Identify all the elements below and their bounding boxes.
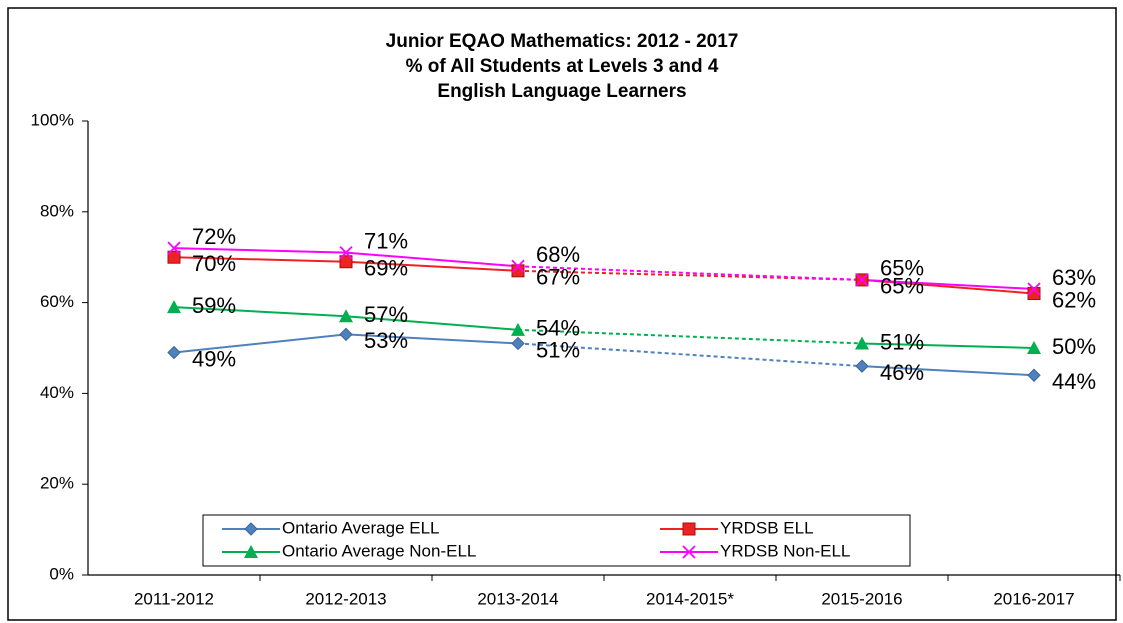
series-line: [861, 365, 1035, 377]
marker: [167, 300, 181, 314]
marker: [339, 309, 353, 323]
value-label: 51%: [536, 337, 580, 362]
legend-label: YRDSB ELL: [720, 518, 814, 537]
value-label: 71%: [364, 228, 408, 253]
value-label: 54%: [536, 316, 580, 341]
x-tick-label: 2013-2014: [477, 589, 558, 608]
legend-marker: [244, 522, 258, 536]
value-label: 53%: [364, 328, 408, 353]
marker: [511, 259, 525, 273]
marker: [1027, 282, 1041, 296]
value-label: 65%: [880, 256, 924, 281]
x-tick-label: 2016-2017: [993, 589, 1074, 608]
value-label: 62%: [1052, 287, 1096, 312]
value-label: 51%: [880, 329, 924, 354]
marker: [511, 264, 525, 278]
series-line: [861, 278, 1035, 290]
marker: [167, 241, 181, 255]
legend-marker: [682, 522, 696, 536]
marker: [1027, 368, 1041, 382]
chart-subtitle: English Language Learners: [437, 81, 686, 102]
marker: [339, 246, 353, 260]
gap-line: [517, 265, 863, 281]
legend-label: YRDSB Non-ELL: [720, 541, 850, 560]
y-tick-label: 80%: [40, 201, 74, 220]
legend-marker: [682, 545, 696, 559]
marker: [1027, 287, 1041, 301]
x-tick-label: 2015-2016: [821, 589, 902, 608]
gap-line: [517, 342, 863, 368]
gap-line: [517, 328, 863, 345]
legend-label: Ontario Average ELL: [282, 518, 440, 537]
marker: [511, 336, 525, 351]
marker: [855, 273, 869, 287]
value-label: 59%: [192, 293, 236, 318]
marker: [167, 250, 181, 264]
value-label: 65%: [880, 274, 924, 299]
series-line: [861, 342, 1035, 349]
legend-label: Ontario Average Non-ELL: [282, 541, 476, 560]
y-tick-label: 100%: [31, 110, 74, 129]
value-label: 68%: [536, 242, 580, 267]
legend-box: [202, 514, 911, 567]
legend-marker: [244, 545, 258, 558]
y-tick-label: 0%: [49, 564, 74, 583]
marker: [1027, 341, 1041, 354]
value-label: 72%: [192, 224, 236, 249]
value-label: 50%: [1052, 334, 1096, 359]
value-label: 70%: [192, 251, 236, 276]
x-tick-label: 2012-2013: [305, 589, 386, 608]
marker: [339, 327, 353, 342]
marker: [339, 255, 353, 269]
chart-subtitle: % of All Students at Levels 3 and 4: [406, 56, 719, 77]
value-label: 69%: [364, 256, 408, 281]
value-label: 67%: [536, 265, 580, 290]
value-label: 57%: [364, 302, 408, 327]
value-label: 46%: [880, 360, 924, 385]
value-label: 49%: [192, 346, 236, 371]
y-tick-label: 40%: [40, 383, 74, 402]
chart-title: Junior EQAO Mathematics: 2012 - 2017: [386, 31, 739, 52]
gap-line: [517, 269, 863, 281]
x-tick-label: 2014-2015*: [646, 589, 734, 608]
marker: [855, 359, 869, 373]
y-tick-label: 20%: [40, 474, 74, 493]
y-tick-label: 60%: [40, 292, 74, 311]
value-label: 63%: [1052, 265, 1096, 290]
x-tick-label: 2011-2012: [134, 589, 214, 608]
marker: [855, 336, 869, 350]
value-label: 44%: [1052, 369, 1096, 394]
marker: [511, 322, 525, 336]
marker: [167, 345, 181, 360]
